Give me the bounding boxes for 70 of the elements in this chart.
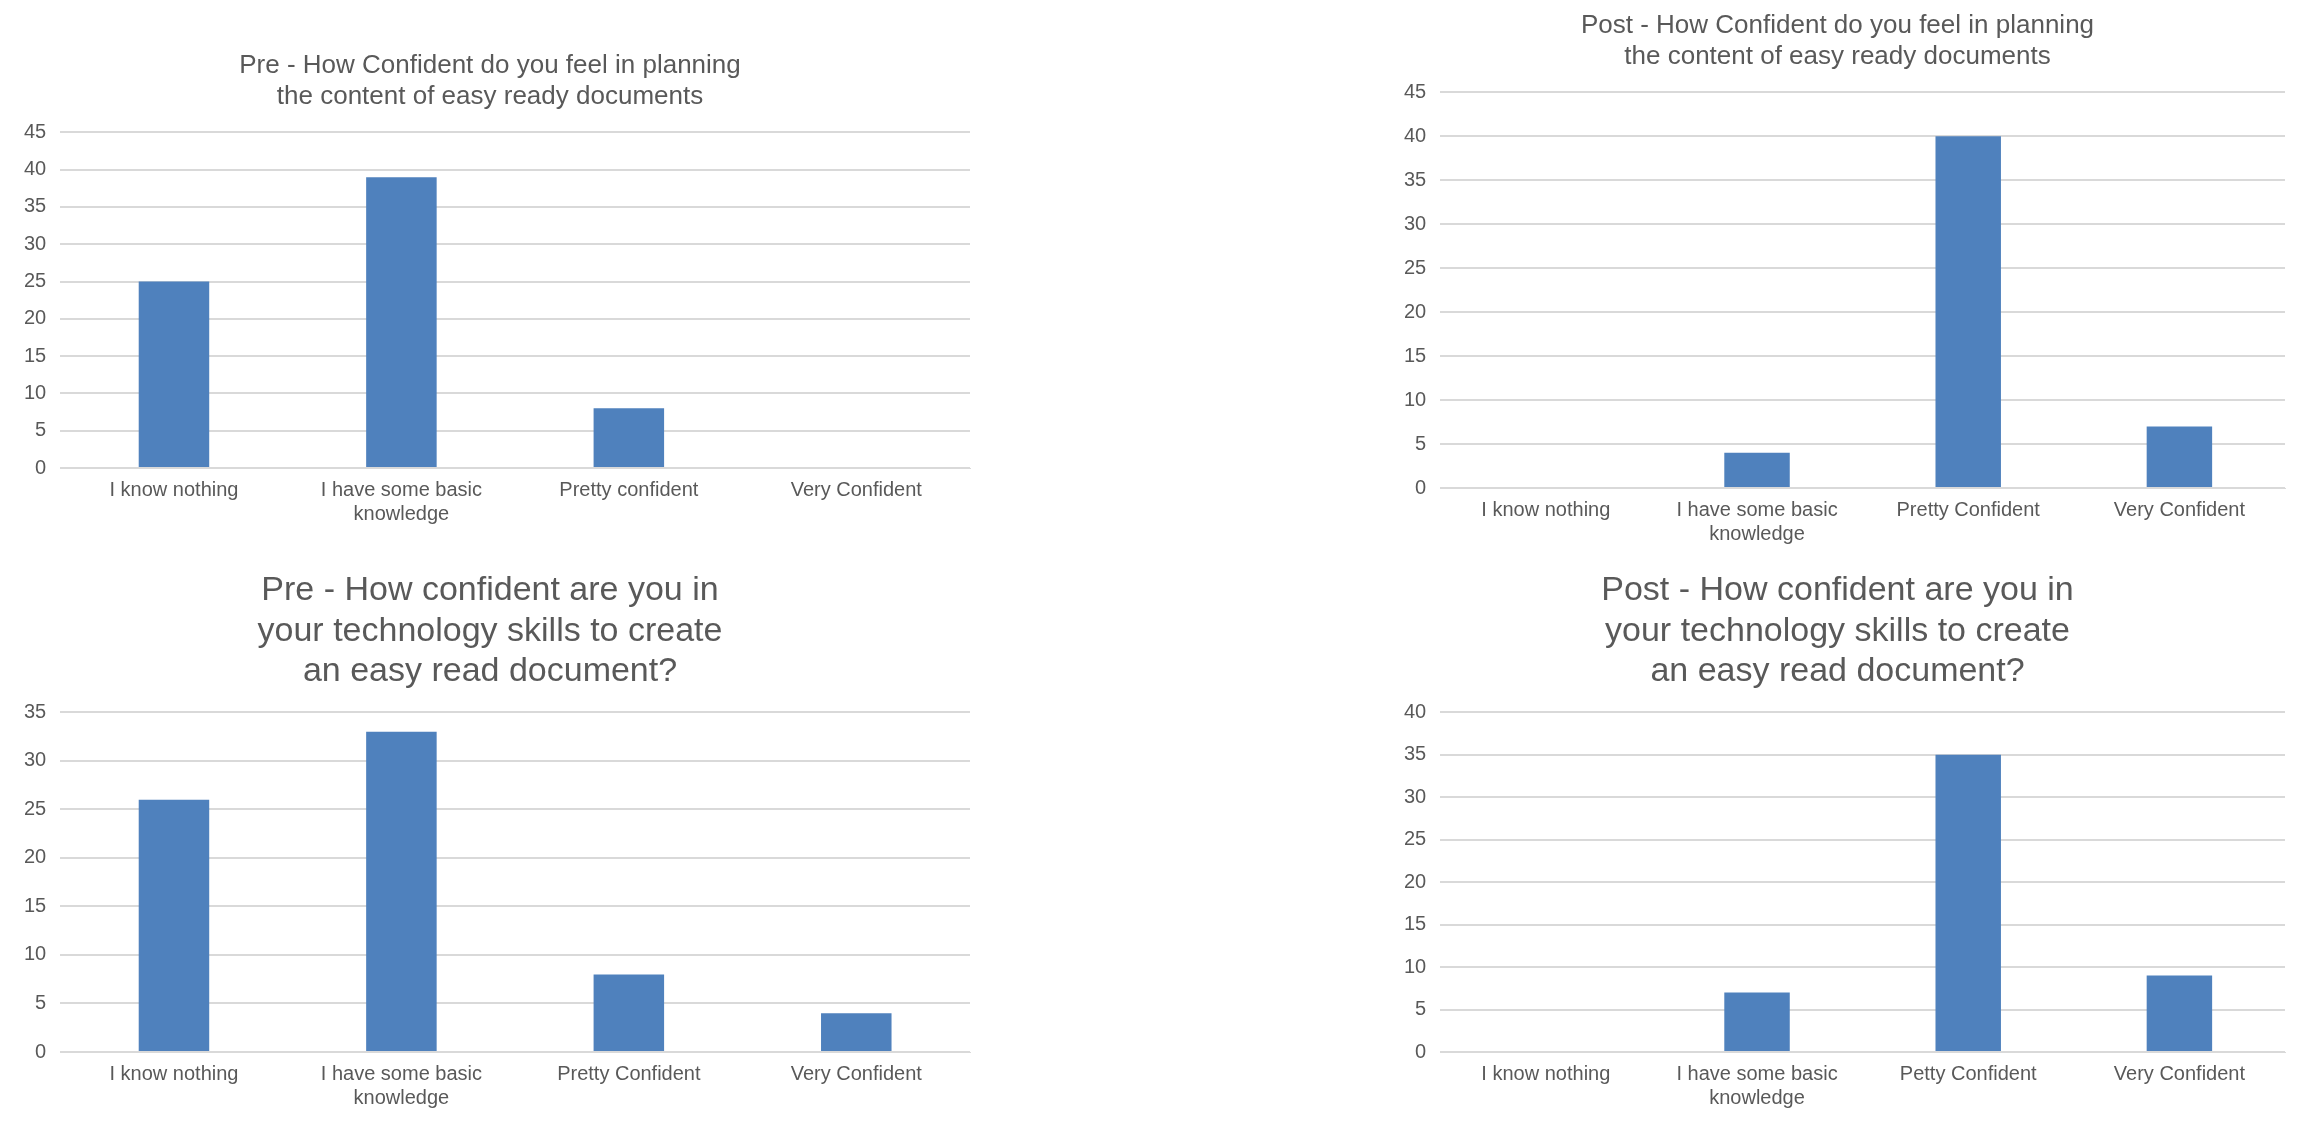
bar <box>593 974 665 1051</box>
bar <box>1724 992 1790 1051</box>
x-tick-label: I have some basic knowledge <box>1676 1061 1838 1108</box>
y-tick-label: 40 <box>1404 123 1427 146</box>
y-tick-label: 35 <box>1404 167 1427 190</box>
y-tick-label: 5 <box>35 418 47 441</box>
y-tick-label: 5 <box>1415 997 1427 1020</box>
y-tick-label: 25 <box>1404 255 1427 278</box>
y-tick-label: 10 <box>1404 387 1427 410</box>
y-tick-label: 10 <box>24 380 47 403</box>
x-tick-label: I know nothing <box>109 1061 239 1084</box>
y-tick-label: 20 <box>1404 869 1427 892</box>
y-tick-label: 35 <box>24 699 47 722</box>
y-tick-label: 0 <box>35 1039 47 1062</box>
x-tick-label: I know nothing <box>1481 1061 1611 1084</box>
y-tick-label: 15 <box>1404 343 1427 366</box>
y-tick-label: 0 <box>1415 475 1427 498</box>
x-tick-label: I have some basic knowledge <box>320 1061 483 1108</box>
chart-title: Post - How confident are you in your technology skills to create an easy read document? <box>1601 568 2074 689</box>
y-tick-label: 0 <box>1415 1039 1427 1062</box>
x-tick-label: Pretty Confident <box>557 1061 701 1084</box>
x-tick-label: I have some basic knowledge <box>320 477 483 524</box>
x-tick-label: Very Confident <box>790 477 923 500</box>
y-tick-label: 30 <box>24 231 47 254</box>
bar <box>366 177 437 467</box>
y-tick-label: 30 <box>1404 784 1427 807</box>
y-tick-label: 40 <box>24 157 47 180</box>
y-tick-label: 25 <box>1404 827 1427 850</box>
chart-title: Pre - How confident are you in your technology skills to create an easy read document? <box>257 568 723 689</box>
y-tick-label: 45 <box>24 119 47 142</box>
y-tick-label: 35 <box>1404 742 1427 765</box>
bar <box>138 281 210 467</box>
bar <box>1935 136 2001 487</box>
y-tick-label: 15 <box>1404 912 1427 935</box>
y-tick-label: 40 <box>1404 699 1427 722</box>
bar <box>1935 754 2001 1051</box>
x-tick-label: Petty Confident <box>1899 1061 2038 1084</box>
bar <box>821 1013 892 1051</box>
y-tick-label: 20 <box>1404 299 1427 322</box>
y-tick-label: 25 <box>24 269 47 292</box>
x-tick-label: Pretty confident <box>559 477 699 500</box>
y-tick-label: 45 <box>1404 79 1427 102</box>
bar <box>366 731 437 1051</box>
bar <box>1724 452 1790 487</box>
chart-title: Pre - How Confident do you feel in planning the content of easy ready documents <box>239 48 741 110</box>
x-tick-label: Very Confident <box>2113 497 2246 520</box>
y-tick-label: 30 <box>1404 211 1427 234</box>
y-tick-label: 25 <box>24 796 47 819</box>
y-tick-label: 30 <box>24 748 47 771</box>
x-tick-label: I know nothing <box>109 477 239 500</box>
y-tick-label: 10 <box>1404 954 1427 977</box>
y-tick-label: 5 <box>1415 431 1427 454</box>
y-tick-label: 35 <box>24 194 47 217</box>
y-tick-label: 0 <box>35 455 47 478</box>
x-tick-label: Pretty Confident <box>1896 497 2041 520</box>
y-tick-label: 15 <box>24 893 47 916</box>
chart-title: Post - How Confident do you feel in planning the content of easy ready documents <box>1580 8 2095 70</box>
bar <box>2146 426 2213 487</box>
bar <box>138 799 210 1051</box>
y-tick-label: 15 <box>24 343 47 366</box>
y-tick-label: 10 <box>24 942 47 965</box>
y-tick-label: 5 <box>35 991 47 1013</box>
x-tick-label: I know nothing <box>1481 497 1611 520</box>
x-tick-label: I have some basic knowledge <box>1676 497 1838 544</box>
y-tick-label: 20 <box>24 845 47 868</box>
x-tick-label: Very Confident <box>790 1061 923 1084</box>
bar <box>593 408 665 467</box>
x-tick-label: Very Confident <box>2113 1061 2246 1084</box>
y-tick-label: 20 <box>24 306 47 329</box>
bar <box>2146 975 2213 1051</box>
